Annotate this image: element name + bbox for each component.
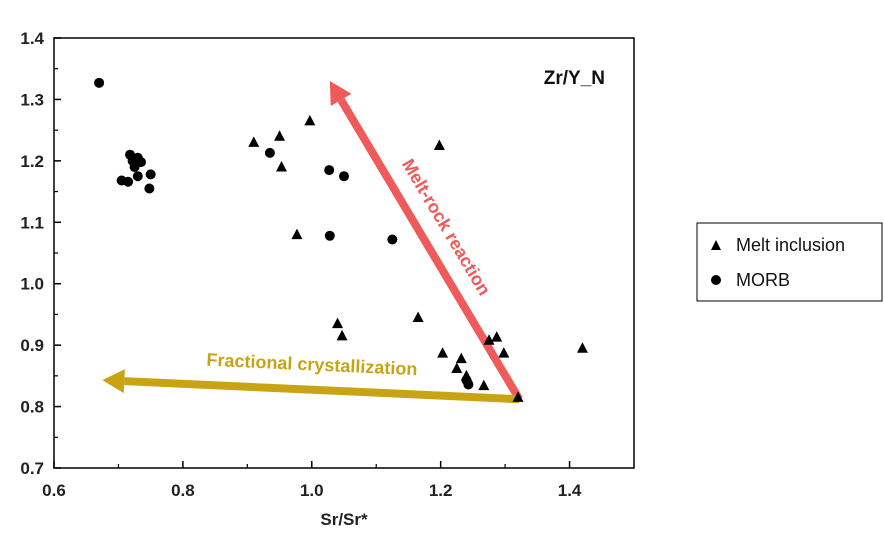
melt-inclusion-point [291,228,303,240]
morb-point [144,183,155,194]
melt-inclusion-point [433,139,445,150]
x-tick-label: 1.4 [558,481,582,500]
y-tick-label: 1.3 [20,90,44,109]
x-tick-label: 0.8 [171,481,195,500]
y-tick-label: 1.1 [20,213,44,232]
y-tick-label: 1.2 [20,152,44,171]
y-tick-label: 0.9 [20,336,44,355]
morb-point [136,157,146,168]
melt-inclusion-point [483,334,495,345]
melt-inclusion-point [336,329,348,341]
x-axis-label: Sr/Sr* [320,510,368,529]
y-tick-label: 0.8 [20,398,44,417]
morb-point [145,169,156,180]
x-tick-label: 1.0 [300,481,324,500]
annotation-arrow-shaft [124,377,520,404]
legend-circle-marker [711,275,721,285]
morb-point [94,77,105,88]
melt-inclusion-point [304,114,316,126]
melt-inclusion-point [455,352,467,364]
morb-point [324,230,335,241]
legend-box [696,222,883,302]
legend-label-morb: MORB [736,270,790,290]
y-tick-label: 1.4 [20,29,44,48]
y-tick-label: 1.0 [20,275,44,294]
melt-inclusion-point [576,342,588,353]
legend-label-melt-inclusion: Melt inclusion [736,235,845,255]
melt-inclusion-point [275,161,287,172]
melt-inclusion-point [412,311,424,322]
x-tick-label: 1.2 [429,481,453,500]
melt-inclusion-point [274,130,286,141]
melt-inclusion-point [512,391,524,402]
morb-point [264,147,275,158]
melt-inclusion-point [437,347,449,358]
morb-point [123,176,134,187]
x-tick-label: 0.6 [42,481,66,500]
morb-point [387,234,398,245]
melt-inclusion-point [478,379,490,391]
morb-point [339,171,349,182]
y-tick-label: 0.7 [20,459,44,478]
annotation-label: Fractional crystallization [206,350,418,380]
melt-inclusion-point [491,331,503,342]
melt-inclusion-point [451,362,463,373]
melt-inclusion-point [248,136,260,147]
axis-ticks: 0.6 0.8 1.0 1.2 1.4 0.7 0.8 0.9 1.0 1.1 1.2 1.3 1.4 [20,29,582,500]
panel-label: Zr/Y_N [544,68,605,89]
morb-point [463,379,474,390]
melt-inclusion-point [498,347,510,358]
annotation-arrowhead [329,81,352,107]
annotation-arrowhead [102,369,125,394]
melt-inclusion-point [332,317,344,329]
morb-point [324,165,335,176]
annotation-arrow-shaft [337,97,523,402]
morb-point [132,171,143,182]
legend: Melt inclusion MORB [696,222,883,302]
legend-triangle-marker [711,240,721,250]
data-points-layer [94,77,588,402]
